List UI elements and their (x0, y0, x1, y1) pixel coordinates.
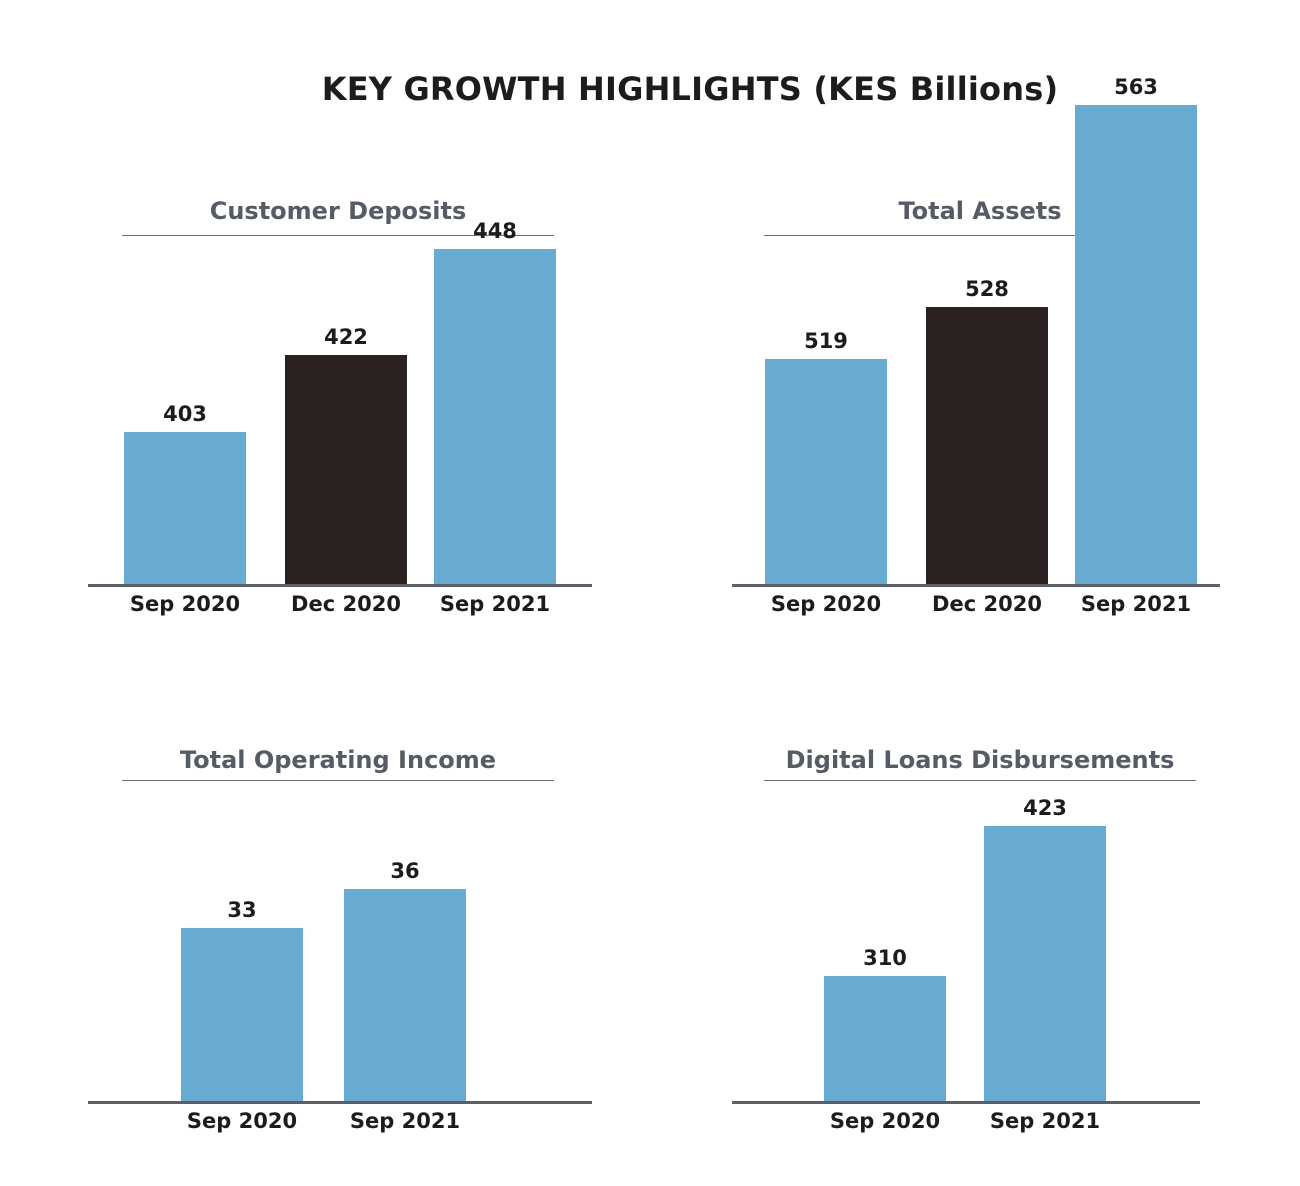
x-tick-label: Dec 2020 (291, 592, 401, 616)
bar (984, 826, 1106, 1101)
bar-value-label: 563 (1114, 75, 1158, 100)
bar (824, 975, 946, 1101)
title-rule (122, 235, 554, 236)
bar (344, 888, 466, 1101)
title-rule (764, 235, 1196, 236)
bar-value-label: 423 (1023, 796, 1067, 821)
bar-value-label: 528 (965, 277, 1009, 302)
bar-value-label: 36 (390, 858, 420, 883)
chart-title: Digital Loans Disbursements (785, 746, 1175, 774)
chart-title: Customer Deposits (209, 197, 467, 225)
x-tick-label: Sep 2020 (186, 1109, 298, 1133)
chart-title: Total Assets (898, 197, 1062, 225)
bar-value-label: 310 (863, 945, 907, 970)
x-tick-label: Sep 2021 (439, 592, 551, 616)
x-tick-label: Sep 2020 (770, 592, 882, 616)
chart-total-assets: Total Assets 519 Sep 2020 528 Dec 2020 563 Se… (732, 75, 1220, 627)
x-axis-baseline (732, 584, 1220, 587)
x-axis-baseline (732, 1101, 1200, 1104)
bar (434, 249, 556, 584)
bar (285, 354, 407, 584)
bar (926, 307, 1048, 584)
x-tick-label: Sep 2020 (129, 592, 241, 616)
bar-value-label: 33 (227, 898, 257, 923)
bar-value-label: 422 (324, 324, 368, 349)
bar (124, 431, 246, 584)
x-axis-baseline (88, 584, 592, 587)
bar (765, 358, 887, 584)
x-tick-label: Sep 2020 (829, 1109, 941, 1133)
chart-total-operating-income: Total Operating Income 33 Sep 2020 36 Sep 2… (88, 746, 592, 1146)
x-axis-baseline (88, 1101, 592, 1104)
x-tick-label: Sep 2021 (989, 1109, 1101, 1133)
chart-digital-loans-disbursements: Digital Loans Disbursements 310 Sep 2020 4… (732, 746, 1200, 1146)
chart-title: Total Operating Income (179, 746, 497, 774)
bar-value-label: 403 (163, 401, 207, 426)
bar-value-label: 448 (473, 219, 517, 244)
title-rule (764, 780, 1196, 781)
bar (1075, 105, 1197, 584)
x-tick-label: Dec 2020 (932, 592, 1042, 616)
bar-value-label: 519 (804, 328, 848, 353)
chart-customer-deposits: Customer Deposits 403 Sep 2020 422 Dec 2020… (88, 197, 592, 627)
page-title: KEY GROWTH HIGHLIGHTS (KES Billions) (321, 70, 1059, 108)
bar (181, 928, 303, 1101)
x-tick-label: Sep 2021 (349, 1109, 461, 1133)
x-tick-label: Sep 2021 (1080, 592, 1192, 616)
title-rule (122, 780, 554, 781)
